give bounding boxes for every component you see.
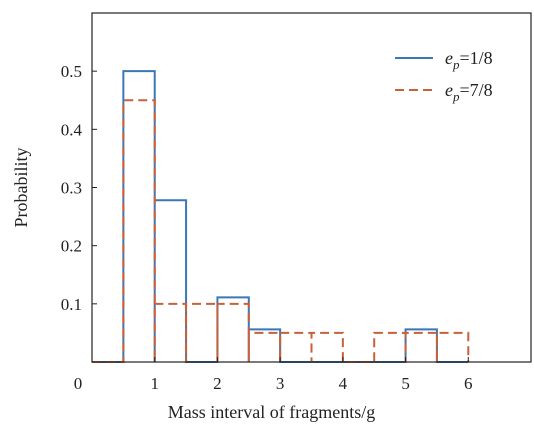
series-1-step-line [92,70,469,363]
legend-symbol: e [445,80,453,100]
x-tick-label: 1 [150,374,159,393]
legend-value: =1/8 [460,48,493,68]
x-tick-label: 2 [213,374,222,393]
legend-value: =7/8 [460,80,493,100]
y-tick-label: 0.2 [61,237,82,256]
legend-symbol: e [445,48,453,68]
legend-subscript: p [452,57,460,72]
x-tick-label: 4 [339,374,348,393]
series-layer [92,70,470,363]
y-axis-title: Probability [11,148,31,228]
y-tick-label: 0.4 [61,120,83,139]
x-tick-label: 5 [401,374,410,393]
y-tick-label: 0.5 [61,62,82,81]
x-tick-label: 3 [276,374,285,393]
y-tick-label: 0.1 [61,295,82,314]
legend-subscript: p [452,89,460,104]
legend: ep=1/8ep=7/8 [395,48,493,104]
x-tick-label: 0 [74,374,83,393]
x-tick-label: 6 [464,374,473,393]
series-2-step-line [92,99,470,363]
legend-label-2: ep=7/8 [445,80,493,104]
axis-ticks: 0 1 2 3 4 5 6 0.1 0.2 0.3 0.4 0.5 [61,62,473,393]
y-tick-label: 0.3 [61,179,82,198]
legend-label-1: ep=1/8 [445,48,493,72]
x-axis-title: Mass interval of fragments/g [168,402,375,422]
